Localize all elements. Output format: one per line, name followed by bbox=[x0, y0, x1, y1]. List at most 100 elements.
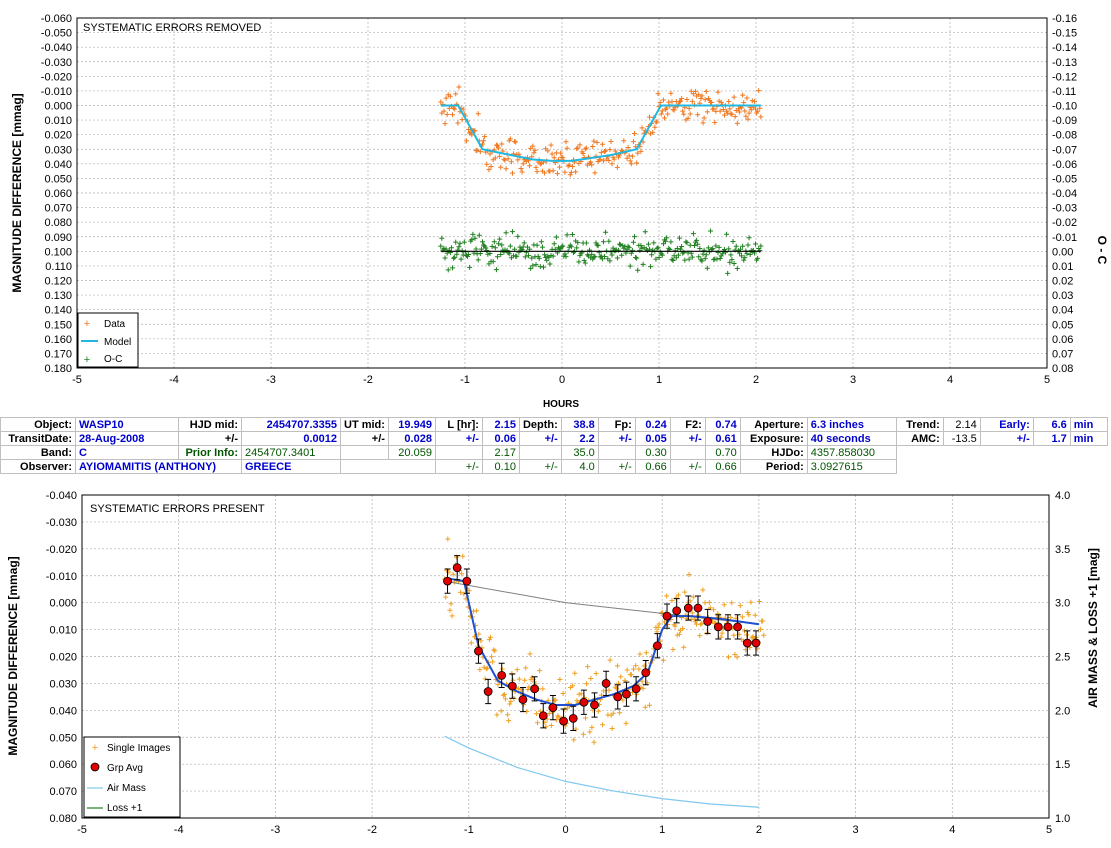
top-x-ticks: -5 -4 -3 -2 -1 0 1 2 3 4 5 bbox=[72, 374, 1050, 386]
top-chart: SYSTEMATIC ERRORS REMOVED -0.060-0.050-0… bbox=[10, 13, 1109, 410]
top-oc-point bbox=[681, 249, 687, 255]
top-data-point bbox=[757, 105, 763, 111]
bottom-y2-tick-label: 3.0 bbox=[1055, 598, 1070, 610]
bottom-single-point bbox=[656, 621, 662, 627]
top-data-point bbox=[717, 108, 723, 114]
top-oc-point bbox=[755, 255, 761, 261]
bottom-single-point bbox=[655, 624, 661, 630]
top-oc-point bbox=[568, 244, 574, 250]
top-grid bbox=[76, 17, 1048, 369]
top-y-tick-label: 0.100 bbox=[44, 246, 72, 258]
top-oc-point bbox=[726, 246, 732, 252]
top-oc-point bbox=[520, 244, 526, 250]
amc-value: -13.5 bbox=[942, 431, 981, 446]
bottom-single-point bbox=[490, 659, 496, 665]
bottom-y-tick-label: 0.080 bbox=[49, 813, 77, 825]
top-data-point bbox=[602, 148, 608, 154]
prior-l-pm: +/- bbox=[434, 459, 483, 474]
top-oc-point bbox=[670, 257, 676, 263]
top-x-tick-label: -2 bbox=[363, 374, 373, 386]
fp-err: 0.05 bbox=[634, 431, 671, 446]
bottom-grp-point bbox=[672, 606, 682, 616]
top-y-tick-label: 0.110 bbox=[45, 261, 72, 273]
top-data-point bbox=[452, 106, 458, 112]
bottom-y-tick-label: 0.050 bbox=[49, 732, 77, 744]
l-hr-value: 2.15 bbox=[481, 417, 520, 432]
top-oc-point bbox=[450, 265, 456, 271]
top-data-point bbox=[736, 109, 742, 115]
bottom-single-point bbox=[555, 713, 561, 719]
top-data-point bbox=[530, 143, 536, 149]
top-data-point bbox=[629, 153, 635, 159]
bottom-single-point bbox=[675, 592, 681, 598]
top-plot-frame bbox=[76, 17, 1048, 369]
top-oc-point bbox=[558, 246, 564, 252]
bottom-single-point bbox=[744, 632, 750, 638]
prior-info-label: Prior Info: bbox=[178, 445, 242, 460]
prior-f2-err: 0.66 bbox=[704, 459, 741, 474]
top-oc-point bbox=[438, 243, 444, 249]
top-data-point bbox=[498, 164, 504, 170]
bottom-single-point bbox=[458, 589, 464, 595]
top-data-point bbox=[715, 89, 721, 95]
top-oc-point bbox=[654, 245, 660, 251]
bottom-single-point bbox=[661, 619, 667, 625]
top-data-point bbox=[503, 166, 509, 172]
bottom-single-point bbox=[498, 708, 504, 714]
top-x-tick-label: 2 bbox=[753, 374, 759, 386]
top-data-point bbox=[482, 134, 488, 140]
bottom-y2-tick-label: 3.5 bbox=[1055, 544, 1070, 556]
bottom-points bbox=[442, 536, 767, 745]
top-y2-tick-label: -0.08 bbox=[1052, 130, 1077, 142]
top-oc-point bbox=[642, 229, 648, 235]
bottom-y-tick-label: -0.040 bbox=[46, 490, 77, 502]
top-oc-point bbox=[547, 261, 553, 267]
top-data-point bbox=[560, 155, 566, 161]
object-value: WASP10 bbox=[75, 417, 179, 432]
top-oc-point bbox=[579, 249, 585, 255]
bottom-single-point bbox=[640, 685, 646, 691]
top-data-point bbox=[742, 108, 748, 114]
top-x-tick-label: 0 bbox=[559, 374, 565, 386]
prior-f2-spacer bbox=[669, 445, 706, 460]
transit-date-value: 28-Aug-2008 bbox=[75, 431, 179, 446]
hjd-mid-label: HJD mid: bbox=[178, 417, 242, 432]
bottom-single-point bbox=[628, 672, 634, 678]
top-y-tick-label: 0.140 bbox=[44, 305, 72, 317]
top-data-point bbox=[549, 151, 555, 157]
top-oc-point bbox=[458, 256, 464, 262]
top-data-point bbox=[497, 153, 503, 159]
bottom-single-point bbox=[533, 711, 539, 717]
top-x-tick-label: -1 bbox=[460, 374, 470, 386]
bottom-single-point bbox=[491, 647, 497, 653]
top-oc-point bbox=[730, 239, 736, 245]
top-data-point bbox=[591, 138, 597, 144]
top-y2-tick-label: 0.03 bbox=[1052, 290, 1073, 302]
top-data-point bbox=[659, 108, 665, 114]
bottom-single-point bbox=[745, 609, 751, 615]
top-data-point bbox=[676, 99, 682, 105]
bottom-y2-ticks: 1.0 1.5 2.0 2.5 3.0 3.5 4.0 bbox=[1055, 490, 1070, 825]
top-data-point bbox=[608, 138, 614, 144]
top-data-point bbox=[709, 99, 715, 105]
bottom-single-point bbox=[617, 710, 623, 716]
bottom-single-point bbox=[449, 613, 455, 619]
top-data-point bbox=[745, 116, 751, 122]
top-data-point bbox=[597, 156, 603, 162]
top-oc-point bbox=[607, 258, 613, 264]
fp-label: Fp: bbox=[597, 417, 636, 432]
f2-label: F2: bbox=[669, 417, 706, 432]
bottom-chart-title: SYSTEMATIC ERRORS PRESENT bbox=[90, 503, 265, 515]
top-data-point bbox=[513, 139, 519, 145]
top-data-point bbox=[566, 162, 572, 168]
bottom-x-tick-label: 3 bbox=[853, 824, 859, 836]
top-data-point bbox=[678, 98, 684, 104]
top-data-point bbox=[611, 156, 617, 162]
observer-value: AYIOMAMITIS (ANTHONY) bbox=[75, 459, 242, 474]
top-oc-point bbox=[664, 235, 670, 241]
top-oc-point bbox=[454, 251, 460, 257]
top-data-point bbox=[698, 96, 704, 102]
top-oc-point bbox=[595, 243, 601, 249]
top-data-point bbox=[628, 161, 634, 167]
top-data-point bbox=[627, 158, 633, 164]
